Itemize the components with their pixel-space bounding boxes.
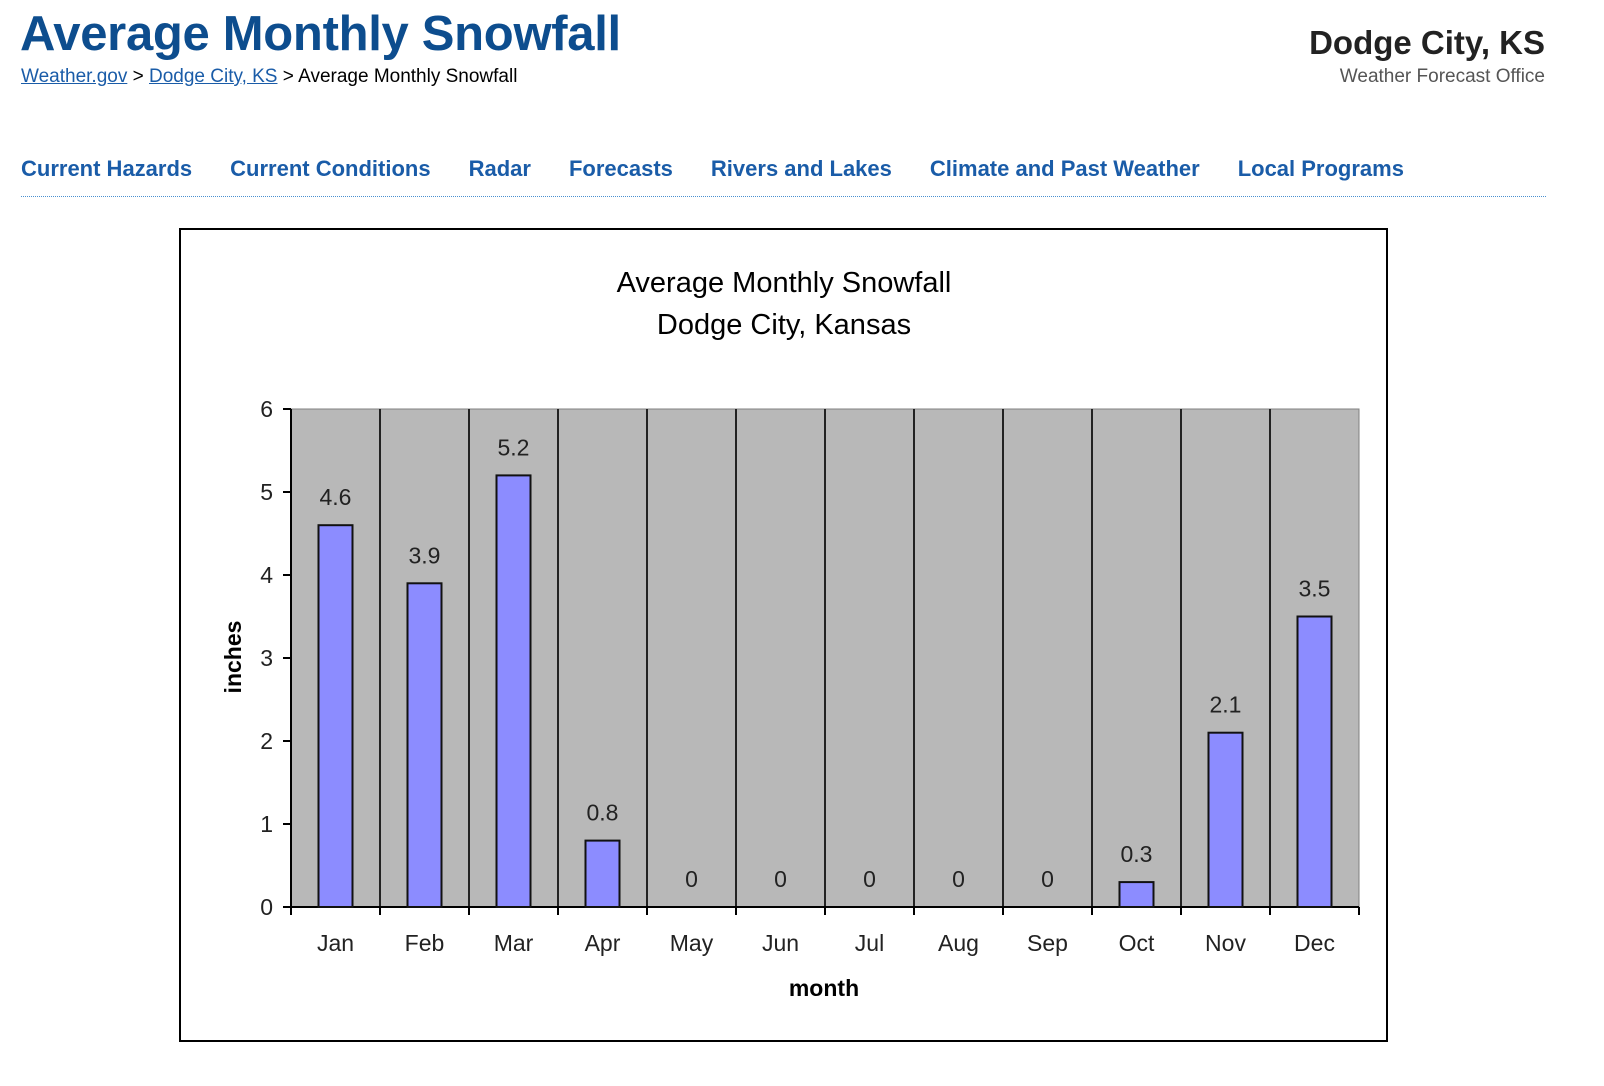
y-tick-label: 0 <box>260 894 273 920</box>
y-tick-label: 1 <box>260 811 273 837</box>
data-label-jan: 4.6 <box>320 484 352 510</box>
breadcrumb-separator: > <box>282 66 294 87</box>
data-label-jul: 0 <box>863 866 876 892</box>
nav-local-programs[interactable]: Local Programs <box>1237 156 1404 181</box>
data-label-jun: 0 <box>774 866 787 892</box>
x-tick-label: Jun <box>762 930 799 956</box>
bar-feb <box>406 582 443 908</box>
x-tick-label: Nov <box>1205 930 1246 956</box>
main-nav: Current Hazards Current Conditions Radar… <box>21 156 1546 197</box>
data-label-oct: 0.3 <box>1121 841 1153 867</box>
bar-apr <box>584 839 621 908</box>
chart-container: Average Monthly Snowfall Dodge City, Kan… <box>179 228 1388 1042</box>
x-tick-label: Mar <box>494 930 534 956</box>
nav-current-hazards[interactable]: Current Hazards <box>21 156 193 181</box>
nav-forecasts[interactable]: Forecasts <box>568 156 673 181</box>
x-tick-label: Apr <box>585 930 621 956</box>
x-tick-label: Jul <box>855 930 884 956</box>
breadcrumb: Weather.gov > Dodge City, KS > Average M… <box>21 66 517 88</box>
snowfall-bar-chart: Average Monthly Snowfall Dodge City, Kan… <box>220 267 1360 1001</box>
bar-dec <box>1296 615 1333 908</box>
x-axis-label: month <box>789 975 859 1001</box>
x-tick-label: Jan <box>317 930 354 956</box>
x-tick-label: Oct <box>1119 930 1155 956</box>
chart-title: Average Monthly Snowfall <box>617 267 952 299</box>
y-tick-label: 2 <box>260 728 273 754</box>
office-name[interactable]: Dodge City, KS <box>1309 24 1545 61</box>
y-tick-label: 6 <box>260 396 273 422</box>
x-tick-label: Aug <box>938 930 979 956</box>
y-tick-label: 4 <box>260 562 273 588</box>
x-tick-label: Feb <box>405 930 445 956</box>
page-title: Average Monthly Snowfall <box>20 7 621 61</box>
data-label-may: 0 <box>685 866 698 892</box>
office-header: Dodge City, KS Weather Forecast Office <box>1309 24 1545 88</box>
data-label-feb: 3.9 <box>409 542 441 568</box>
data-label-nov: 2.1 <box>1210 692 1242 718</box>
breadcrumb-separator: > <box>132 66 144 87</box>
data-label-aug: 0 <box>952 866 965 892</box>
y-axis-label: inches <box>220 621 246 694</box>
office-subtitle: Weather Forecast Office <box>1339 66 1545 87</box>
x-tick-label: May <box>670 930 714 956</box>
nav-rivers-lakes[interactable]: Rivers and Lakes <box>710 156 892 181</box>
x-tick-label: Sep <box>1027 930 1068 956</box>
data-label-mar: 5.2 <box>498 434 530 460</box>
y-tick-label: 5 <box>260 479 273 505</box>
data-label-dec: 3.5 <box>1299 576 1331 602</box>
bar-nov <box>1207 731 1244 909</box>
y-tick-label: 3 <box>260 645 273 671</box>
bar-jan <box>317 524 354 908</box>
bar-mar <box>495 474 532 908</box>
nav-current-conditions[interactable]: Current Conditions <box>230 156 431 181</box>
chart-subtitle: Dodge City, Kansas <box>657 309 911 341</box>
bar-oct <box>1118 881 1155 908</box>
data-label-apr: 0.8 <box>587 800 619 826</box>
breadcrumb-weather-gov[interactable]: Weather.gov <box>21 66 128 87</box>
nav-climate[interactable]: Climate and Past Weather <box>929 156 1200 181</box>
breadcrumb-current: Average Monthly Snowfall <box>298 66 518 87</box>
breadcrumb-dodge-city[interactable]: Dodge City, KS <box>149 66 278 87</box>
data-label-sep: 0 <box>1041 866 1054 892</box>
x-tick-label: Dec <box>1294 930 1335 956</box>
nav-radar[interactable]: Radar <box>468 156 531 181</box>
